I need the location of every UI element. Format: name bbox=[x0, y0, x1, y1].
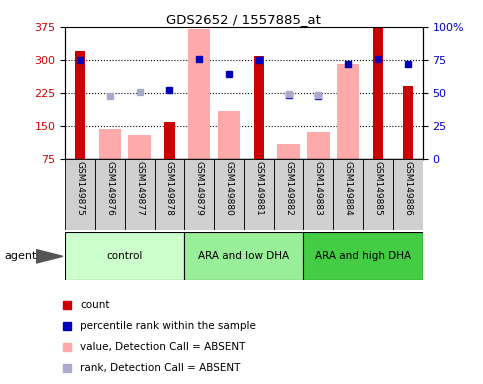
Bar bbox=[185, 159, 214, 230]
Bar bbox=[337, 65, 359, 159]
Text: GSM149881: GSM149881 bbox=[255, 162, 263, 216]
Bar bbox=[274, 159, 303, 230]
Bar bbox=[373, 27, 383, 159]
Text: GSM149882: GSM149882 bbox=[284, 162, 293, 216]
Text: GSM149878: GSM149878 bbox=[165, 162, 174, 216]
Bar bbox=[75, 51, 85, 159]
Text: GSM149885: GSM149885 bbox=[373, 162, 383, 216]
Title: GDS2652 / 1557885_at: GDS2652 / 1557885_at bbox=[167, 13, 321, 26]
Bar bbox=[254, 56, 264, 159]
Text: GSM149883: GSM149883 bbox=[314, 162, 323, 216]
Text: rank, Detection Call = ABSENT: rank, Detection Call = ABSENT bbox=[80, 363, 241, 373]
Text: GSM149884: GSM149884 bbox=[344, 162, 353, 216]
Bar bbox=[128, 135, 151, 159]
Bar bbox=[214, 159, 244, 230]
Text: agent: agent bbox=[5, 251, 37, 262]
Text: GSM149877: GSM149877 bbox=[135, 162, 144, 216]
Bar bbox=[277, 144, 300, 159]
Bar bbox=[95, 159, 125, 230]
Bar bbox=[333, 159, 363, 230]
Text: GSM149876: GSM149876 bbox=[105, 162, 114, 216]
Bar bbox=[307, 132, 329, 159]
Bar bbox=[125, 159, 155, 230]
Bar bbox=[185, 232, 303, 280]
Bar bbox=[99, 129, 121, 159]
Bar bbox=[188, 29, 211, 159]
Text: ARA and low DHA: ARA and low DHA bbox=[199, 251, 289, 262]
Bar bbox=[402, 86, 413, 159]
Text: control: control bbox=[107, 251, 143, 262]
Text: GSM149886: GSM149886 bbox=[403, 162, 412, 216]
Text: GSM149879: GSM149879 bbox=[195, 162, 204, 216]
Bar bbox=[218, 111, 240, 159]
Text: GSM149875: GSM149875 bbox=[76, 162, 85, 216]
Bar bbox=[155, 159, 185, 230]
Bar bbox=[303, 232, 423, 280]
Bar bbox=[65, 159, 95, 230]
Bar bbox=[244, 159, 274, 230]
Text: percentile rank within the sample: percentile rank within the sample bbox=[80, 321, 256, 331]
Polygon shape bbox=[36, 250, 63, 263]
Bar bbox=[393, 159, 423, 230]
Text: ARA and high DHA: ARA and high DHA bbox=[315, 251, 411, 262]
Bar bbox=[363, 159, 393, 230]
Bar bbox=[303, 159, 333, 230]
Text: count: count bbox=[80, 300, 110, 310]
Bar bbox=[164, 122, 175, 159]
Text: value, Detection Call = ABSENT: value, Detection Call = ABSENT bbox=[80, 342, 245, 352]
Bar bbox=[65, 232, 185, 280]
Text: GSM149880: GSM149880 bbox=[225, 162, 233, 216]
